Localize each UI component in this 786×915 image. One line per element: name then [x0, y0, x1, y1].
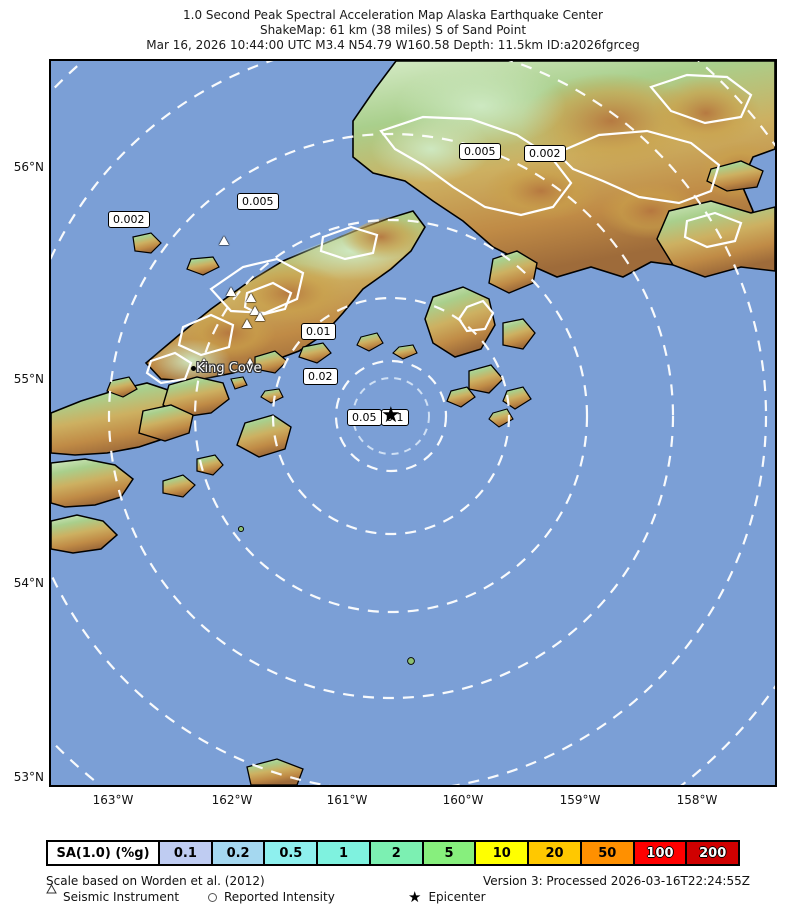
seismic-instrument-marker[interactable]: [245, 358, 255, 367]
circle-icon: [208, 892, 217, 902]
legend-cell-200[interactable]: 200: [687, 842, 739, 864]
legend-cell-10[interactable]: 10: [476, 842, 530, 864]
x-axis-tick-162W: 162°W: [211, 793, 253, 807]
seismic-instrument-marker[interactable]: [199, 358, 209, 367]
contour-label: 0.002: [108, 211, 150, 228]
legend-cell-20[interactable]: 20: [529, 842, 582, 864]
city-marker-king-cove[interactable]: [191, 366, 196, 371]
title-line-3: Mar 16, 2026 10:44:00 UTC M3.4 N54.79 W1…: [146, 38, 640, 52]
distance-rings: [51, 61, 775, 785]
legend-cell-50[interactable]: 50: [581, 842, 635, 864]
contour-label: 0.1: [381, 409, 409, 426]
x-axis-tick-161W: 161°W: [326, 793, 368, 807]
contour-label: 0.02: [303, 368, 338, 385]
city-label-king-cove: King Cove: [196, 361, 262, 376]
legend-seismic-instrument: Seismic Instrument: [46, 883, 180, 904]
contour-label: 0.005: [237, 193, 279, 210]
legend-header: SA(1.0) (%g): [48, 842, 160, 864]
legend-cell-0.1[interactable]: 0.1: [160, 842, 213, 864]
seismic-instrument-marker[interactable]: [255, 312, 265, 321]
star-icon: ★: [408, 888, 422, 906]
triangle-icon: [46, 883, 57, 902]
legend-cell-0.5[interactable]: 0.5: [265, 842, 319, 864]
seismic-instrument-marker[interactable]: [250, 306, 260, 315]
legend-epicenter-label: Epicenter: [428, 890, 486, 904]
intensity-legend: SA(1.0) (%g) 0.1 0.2 0.5 1 2 5 10 20 50 …: [46, 840, 740, 866]
landmass-group: [51, 61, 775, 785]
y-axis-tick-55N: 55°N: [13, 372, 44, 386]
legend-cell-100[interactable]: 100: [634, 842, 688, 864]
x-axis-tick-160W: 160°W: [442, 793, 484, 807]
x-axis-tick-159W: 159°W: [559, 793, 601, 807]
legend-epicenter: ★ Epicenter: [408, 888, 486, 906]
scale-credit-text: Scale based on Worden et al. (2012): [46, 874, 265, 888]
x-axis-tick-163W: 163°W: [92, 793, 134, 807]
seismic-instrument-marker[interactable]: [226, 287, 236, 296]
y-axis-tick-53N: 53°N: [13, 770, 44, 784]
title-line-2: ShakeMap: 61 km (38 miles) S of Sand Poi…: [259, 23, 527, 37]
version-processed-text: Version 3: Processed 2026-03-16T22:24:55…: [483, 874, 750, 888]
title-line-1: 1.0 Second Peak Spectral Acceleration Ma…: [183, 8, 603, 22]
legend-cell-0.2[interactable]: 0.2: [212, 842, 266, 864]
seismic-instrument-marker[interactable]: [246, 293, 256, 302]
epicenter-star-icon[interactable]: ★: [381, 403, 401, 428]
x-axis-tick-158W: 158°W: [676, 793, 718, 807]
contour-label: 0.005: [459, 143, 501, 160]
contour-label: 0.01: [301, 323, 336, 340]
legend-reported-intensity: Reported Intensity: [208, 890, 335, 904]
legend-cell-1[interactable]: 1: [318, 842, 371, 864]
seismic-instrument-marker[interactable]: [219, 236, 229, 245]
y-axis-tick-54N: 54°N: [13, 576, 44, 590]
y-axis-tick-56N: 56°N: [13, 160, 44, 174]
contour-label: 0.002: [524, 145, 566, 162]
shaking-contour-lines: [145, 73, 753, 385]
legend-seismic-instrument-label: Seismic Instrument: [63, 890, 180, 904]
contour-label: 0.05: [347, 409, 382, 426]
map-title-block: 1.0 Second Peak Spectral Acceleration Ma…: [0, 8, 786, 53]
map-terrain-canvas: [51, 61, 775, 785]
legend-cell-5[interactable]: 5: [423, 842, 477, 864]
legend-reported-intensity-label: Reported Intensity: [224, 890, 335, 904]
seismic-instrument-marker[interactable]: [242, 319, 252, 328]
legend-cell-2[interactable]: 2: [370, 842, 424, 864]
shakemap-map[interactable]: 0.002 0.005 0.005 0.002 0.01 0.02 0.05 0…: [49, 59, 777, 787]
